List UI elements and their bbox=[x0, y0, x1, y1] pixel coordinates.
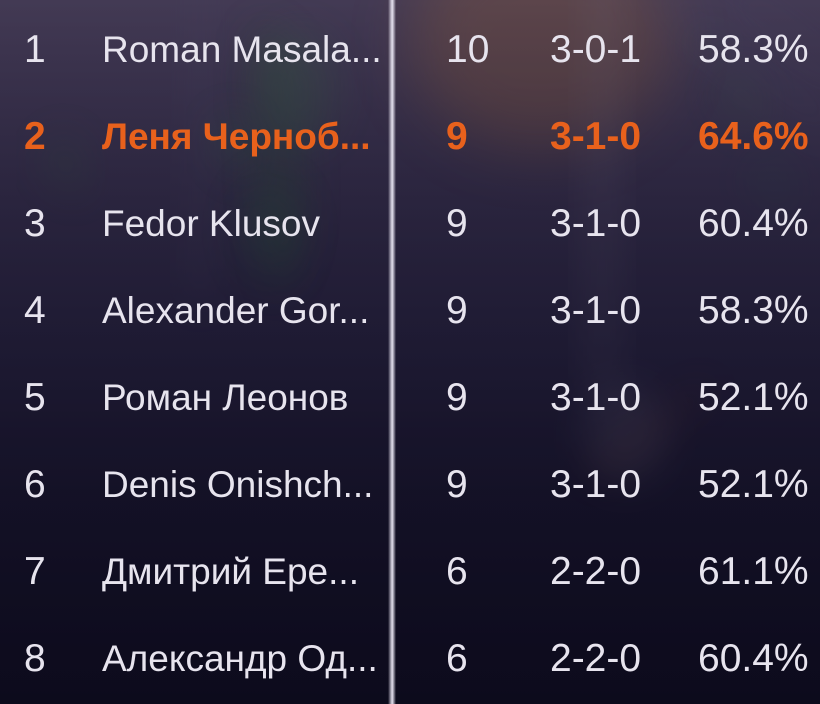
svg-text:3-1-0: 3-1-0 bbox=[550, 202, 641, 245]
svg-text:1: 1 bbox=[24, 28, 46, 71]
svg-text:3-1-0: 3-1-0 bbox=[550, 376, 641, 419]
svg-text:3: 3 bbox=[24, 202, 46, 245]
svg-text:10: 10 bbox=[446, 28, 489, 71]
svg-text:58.3%: 58.3% bbox=[698, 28, 809, 71]
svg-text:9: 9 bbox=[446, 202, 468, 245]
svg-text:8: 8 bbox=[24, 637, 46, 680]
svg-text:6: 6 bbox=[24, 463, 46, 506]
svg-text:52.1%: 52.1% bbox=[698, 376, 809, 419]
svg-text:2-2-0: 2-2-0 bbox=[550, 550, 641, 593]
svg-text:Fedor Klusov: Fedor Klusov bbox=[102, 203, 320, 244]
svg-text:5: 5 bbox=[24, 376, 46, 419]
svg-text:6: 6 bbox=[446, 550, 468, 593]
svg-text:58.3%: 58.3% bbox=[698, 289, 809, 332]
svg-text:6: 6 bbox=[446, 637, 468, 680]
svg-text:3-1-0: 3-1-0 bbox=[550, 115, 641, 158]
svg-text:2-2-0: 2-2-0 bbox=[550, 637, 641, 680]
svg-text:Дмитрий Ере...: Дмитрий Ере... bbox=[102, 551, 359, 592]
svg-text:52.1%: 52.1% bbox=[698, 463, 809, 506]
svg-text:Роман Леонов: Роман Леонов bbox=[102, 377, 348, 418]
svg-text:2: 2 bbox=[24, 115, 46, 158]
svg-text:Леня Черноб...: Леня Черноб... bbox=[102, 116, 371, 157]
svg-text:4: 4 bbox=[24, 289, 46, 332]
svg-text:3-0-1: 3-0-1 bbox=[550, 28, 641, 71]
svg-text:3-1-0: 3-1-0 bbox=[550, 289, 641, 332]
svg-text:9: 9 bbox=[446, 463, 468, 506]
svg-text:9: 9 bbox=[446, 289, 468, 332]
svg-text:3-1-0: 3-1-0 bbox=[550, 463, 641, 506]
svg-text:60.4%: 60.4% bbox=[698, 202, 809, 245]
svg-text:61.1%: 61.1% bbox=[698, 550, 809, 593]
svg-text:64.6%: 64.6% bbox=[698, 115, 809, 158]
svg-text:Roman Masala...: Roman Masala... bbox=[102, 29, 382, 70]
svg-text:Александр Од...: Александр Од... bbox=[102, 638, 378, 679]
svg-text:7: 7 bbox=[24, 550, 46, 593]
svg-text:9: 9 bbox=[446, 376, 468, 419]
svg-text:Alexander Gor...: Alexander Gor... bbox=[102, 290, 369, 331]
svg-text:60.4%: 60.4% bbox=[698, 637, 809, 680]
svg-text:9: 9 bbox=[446, 115, 468, 158]
svg-text:Denis Onishch...: Denis Onishch... bbox=[102, 464, 373, 505]
